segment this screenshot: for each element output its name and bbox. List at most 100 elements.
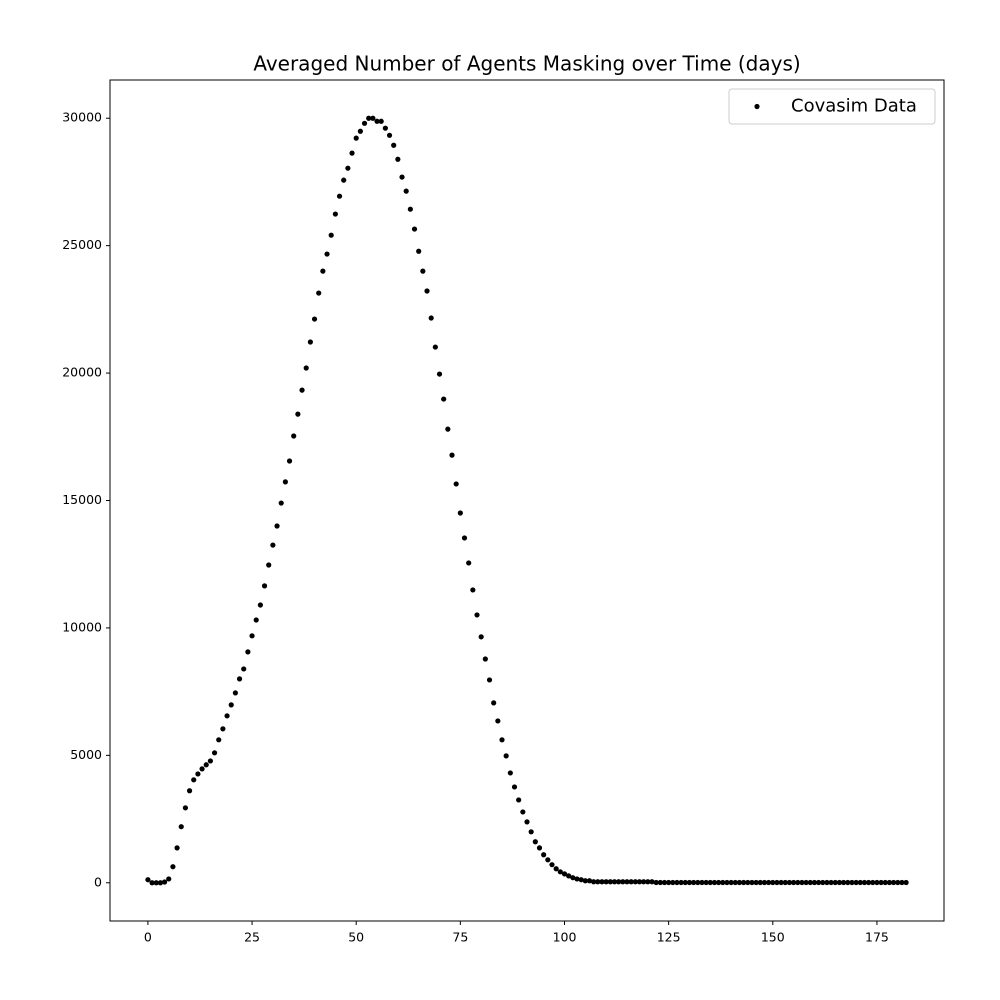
point [549,862,555,868]
point [382,125,388,131]
point [782,879,788,886]
point [799,879,805,886]
point [886,879,893,886]
point [678,879,684,886]
point [170,864,176,870]
point [545,857,551,863]
point [861,879,868,886]
point [266,562,272,568]
point [536,845,543,851]
point [499,737,505,743]
point [241,666,247,672]
point [474,612,480,618]
point [341,177,347,183]
point [766,879,772,886]
point [661,879,668,886]
point [591,879,597,885]
point [778,879,784,886]
point [445,426,451,432]
point [653,879,659,886]
point [586,878,593,884]
point [370,115,376,121]
point [566,873,572,879]
point [803,879,809,886]
point [874,879,880,886]
x-tick-label: 125 [657,930,681,945]
x-tick-label: 175 [865,930,889,945]
x-tick-label: 100 [553,930,577,945]
point [670,879,676,886]
legend-label: Covasim Data [791,96,917,117]
point [195,771,201,777]
point [145,877,151,883]
point [520,809,526,815]
y-tick-label: 5000 [70,747,102,762]
point [795,879,801,886]
point [182,805,189,811]
point [166,876,172,882]
point [403,188,409,194]
point [578,877,584,883]
point [853,879,859,886]
point [503,753,509,759]
point [791,879,797,886]
point [553,866,559,872]
point [374,118,380,124]
point [261,583,268,589]
point [761,879,768,886]
point [786,879,793,886]
point [316,290,322,296]
point [161,879,168,885]
point [820,879,826,886]
point [320,268,326,274]
point [495,718,501,724]
point [224,713,230,719]
point [528,829,534,835]
point [557,869,563,875]
point [420,268,426,274]
x-tick-label: 50 [348,930,364,945]
point [657,879,663,886]
point [299,387,305,393]
point [807,879,813,886]
point [178,824,184,830]
point [470,587,476,593]
point [270,542,276,548]
point [774,879,780,886]
point [603,879,609,885]
point [286,458,293,464]
point [899,879,905,886]
point [486,677,493,683]
point [532,839,538,845]
point [745,879,751,886]
point [561,871,568,877]
point [366,115,372,121]
point [736,879,743,886]
point [524,819,530,825]
point [336,193,343,199]
point [482,656,488,662]
point [695,879,701,886]
point [641,879,647,885]
point [753,879,759,886]
point [903,879,909,886]
point [749,879,755,886]
point [511,784,518,790]
point [624,879,630,885]
point [824,879,830,886]
y-tick-label: 25000 [62,237,102,252]
point [453,481,459,487]
point [541,852,547,858]
point [395,156,401,162]
plot-frame [109,79,945,922]
point [645,879,651,885]
point [282,479,288,485]
point [307,339,313,345]
point [674,879,680,886]
point [828,879,834,886]
point [845,879,851,886]
y-tick-label: 30000 [62,110,102,125]
point [199,766,205,772]
point [295,411,301,417]
point [720,879,726,886]
